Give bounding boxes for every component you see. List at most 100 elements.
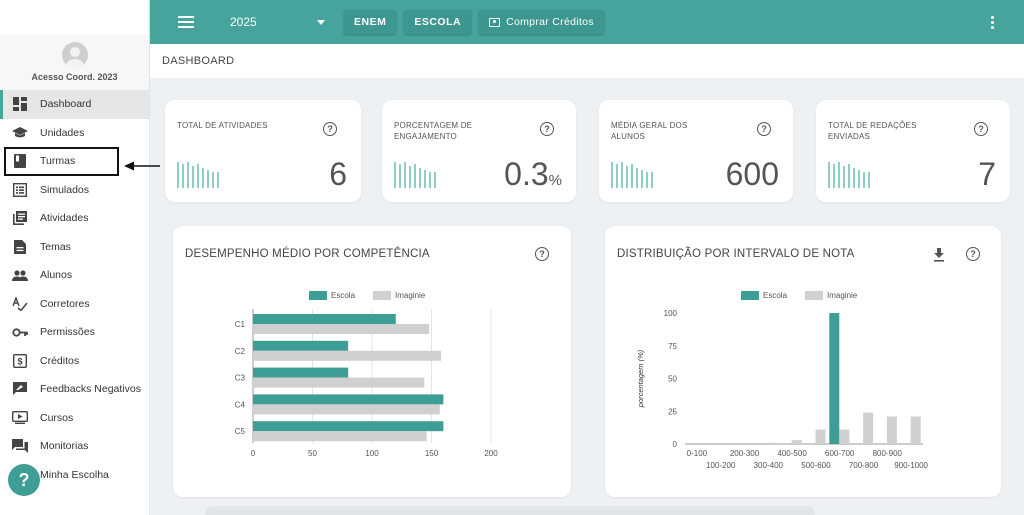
help-icon[interactable]: ? — [757, 122, 771, 136]
help-icon[interactable]: ? — [966, 247, 980, 261]
sidebar-item-label: Turmas — [40, 155, 76, 168]
legend-swatch — [741, 291, 759, 300]
sidebar-item-feedbacks-negativos[interactable]: Feedbacks Negativos — [0, 375, 149, 404]
help-icon[interactable]: ? — [535, 247, 549, 261]
distribuicao-bar-chart: Escola Imaginie 0 25 50 75 100 porcentagem (%) 0… — [636, 291, 929, 470]
y-tick-label: 100 — [664, 309, 678, 318]
stat-card-media-geral: MÉDIA GERAL DOS ALUNOS ? 600 — [599, 100, 793, 202]
y-tick-label: 0 — [673, 440, 678, 449]
profile: Acesso Coord. 2023 — [0, 34, 149, 90]
sparkline-icon — [611, 162, 653, 188]
sidebar-item-label: Alunos — [40, 269, 73, 282]
feedback-icon — [12, 381, 28, 397]
x-tick-label: 0 — [251, 449, 256, 458]
buy-credits-label: Comprar Créditos — [506, 16, 594, 28]
caret-down-icon — [317, 19, 325, 25]
help-icon[interactable]: ? — [323, 122, 337, 136]
escola-button[interactable]: ESCOLA — [404, 10, 472, 34]
list-icon — [12, 182, 28, 198]
menu-icon[interactable] — [178, 13, 194, 31]
x-tick-label: 50 — [308, 449, 317, 458]
x-tick-label: 400-500 — [777, 449, 807, 458]
sidebar-item-cursos[interactable]: Cursos — [0, 404, 149, 433]
annotation-arrow-icon — [124, 161, 160, 171]
x-tick-label: 500-600 — [801, 461, 831, 470]
y-tick-label: 75 — [668, 342, 677, 351]
avatar[interactable] — [61, 42, 88, 68]
buy-credits-button[interactable]: Comprar Créditos — [479, 10, 604, 34]
bar-imaginie — [253, 404, 440, 415]
legend-label: Escola — [763, 291, 788, 300]
bar-imaginie — [886, 416, 897, 444]
bar-imaginie — [863, 412, 874, 444]
sidebar-item-unidades[interactable]: Unidades — [0, 119, 149, 148]
sidebar-item-label: Permissões — [40, 326, 95, 339]
sparkline-icon — [177, 162, 219, 188]
more-vert-icon[interactable] — [991, 16, 994, 31]
school-icon — [12, 125, 28, 141]
bar-escola — [253, 340, 349, 351]
distribuicao-chart-card: DISTRIBUIÇÃO POR INTERVALO DE NOTA ? Esc… — [605, 226, 1001, 497]
legend-swatch — [805, 291, 823, 300]
stat-card-engajamento: PORCENTAGEM DE ENGAJAMENTO ? 0.3% — [382, 100, 576, 202]
sidebar-item-monitorias[interactable]: Monitorias — [0, 432, 149, 461]
sidebar-item-label: Feedbacks Negativos — [40, 383, 141, 396]
money-icon — [489, 17, 501, 27]
sidebar-item-label: Minha Escolha — [40, 468, 109, 481]
sidebar-header — [0, 0, 149, 34]
x-tick-label: 900-1000 — [894, 461, 928, 470]
y-tick-label: C3 — [235, 374, 246, 383]
y-tick-label: C1 — [235, 320, 246, 329]
sidebar-item-dashboard[interactable]: Dashboard — [0, 90, 149, 119]
legend-label: Imaginie — [827, 291, 858, 300]
sidebar-item-label: Unidades — [40, 126, 85, 139]
x-tick-label: 100-200 — [706, 461, 736, 470]
bar-imaginie — [767, 442, 778, 444]
sidebar-item-atividades[interactable]: Atividades — [0, 204, 149, 233]
x-tick-label: 150 — [425, 449, 439, 458]
y-axis-label: porcentagem (%) — [636, 349, 645, 408]
sidebar-item-temas[interactable]: Temas — [0, 233, 149, 262]
dollar-icon: $ — [12, 353, 28, 369]
dashboard-icon — [12, 96, 28, 112]
legend-label: Imaginie — [395, 291, 426, 300]
breadcrumb: DASHBOARD — [150, 44, 1024, 78]
x-tick-label: 200-300 — [730, 449, 760, 458]
stat-value: 0.3% — [504, 156, 562, 192]
sparkline-icon — [394, 162, 436, 188]
sidebar-item-alunos[interactable]: Alunos — [0, 261, 149, 290]
library-icon — [12, 210, 28, 226]
sidebar-item-corretores[interactable]: Corretores — [0, 290, 149, 319]
sidebar-item-minha-escolha[interactable]: Minha Escolha — [0, 461, 149, 490]
bar-escola — [253, 367, 349, 378]
bar-imaginie — [253, 431, 427, 442]
download-icon[interactable] — [933, 248, 945, 262]
x-tick-label: 100 — [365, 449, 379, 458]
year-select[interactable]: 2025 — [230, 9, 325, 35]
enem-button[interactable]: ENEM — [344, 10, 397, 34]
stat-card-atividades: TOTAL DE ATIVIDADES ? 6 — [165, 100, 361, 202]
stat-value: 7 — [978, 156, 996, 192]
page-title: DASHBOARD — [162, 55, 235, 67]
question-icon: ? — [18, 469, 30, 490]
help-icon[interactable]: ? — [974, 122, 988, 136]
year-select-value: 2025 — [230, 15, 257, 29]
y-tick-label: C5 — [235, 427, 246, 436]
bar-escola — [253, 421, 444, 432]
bar-escola — [253, 314, 396, 324]
sidebar-item-simulados[interactable]: Simulados — [0, 176, 149, 205]
sidebar-item-turmas[interactable]: Turmas — [4, 147, 119, 176]
bar-imaginie — [253, 324, 430, 334]
help-chat-button[interactable]: ? — [8, 464, 40, 496]
x-tick-label: 300-400 — [754, 461, 784, 470]
video-icon — [12, 410, 28, 426]
spellcheck-icon — [12, 296, 28, 312]
sidebar-item-creditos[interactable]: $ Créditos — [0, 347, 149, 376]
page-bottom-shadow — [205, 506, 815, 515]
stat-title: TOTAL DE ATIVIDADES — [177, 121, 268, 130]
sidebar-item-permissoes[interactable]: Permissões — [0, 318, 149, 347]
forum-icon — [12, 438, 28, 454]
legend-label: Escola — [331, 291, 356, 300]
stat-title: MÉDIA GERAL DOS ALUNOS — [611, 121, 688, 141]
help-icon[interactable]: ? — [540, 122, 554, 136]
